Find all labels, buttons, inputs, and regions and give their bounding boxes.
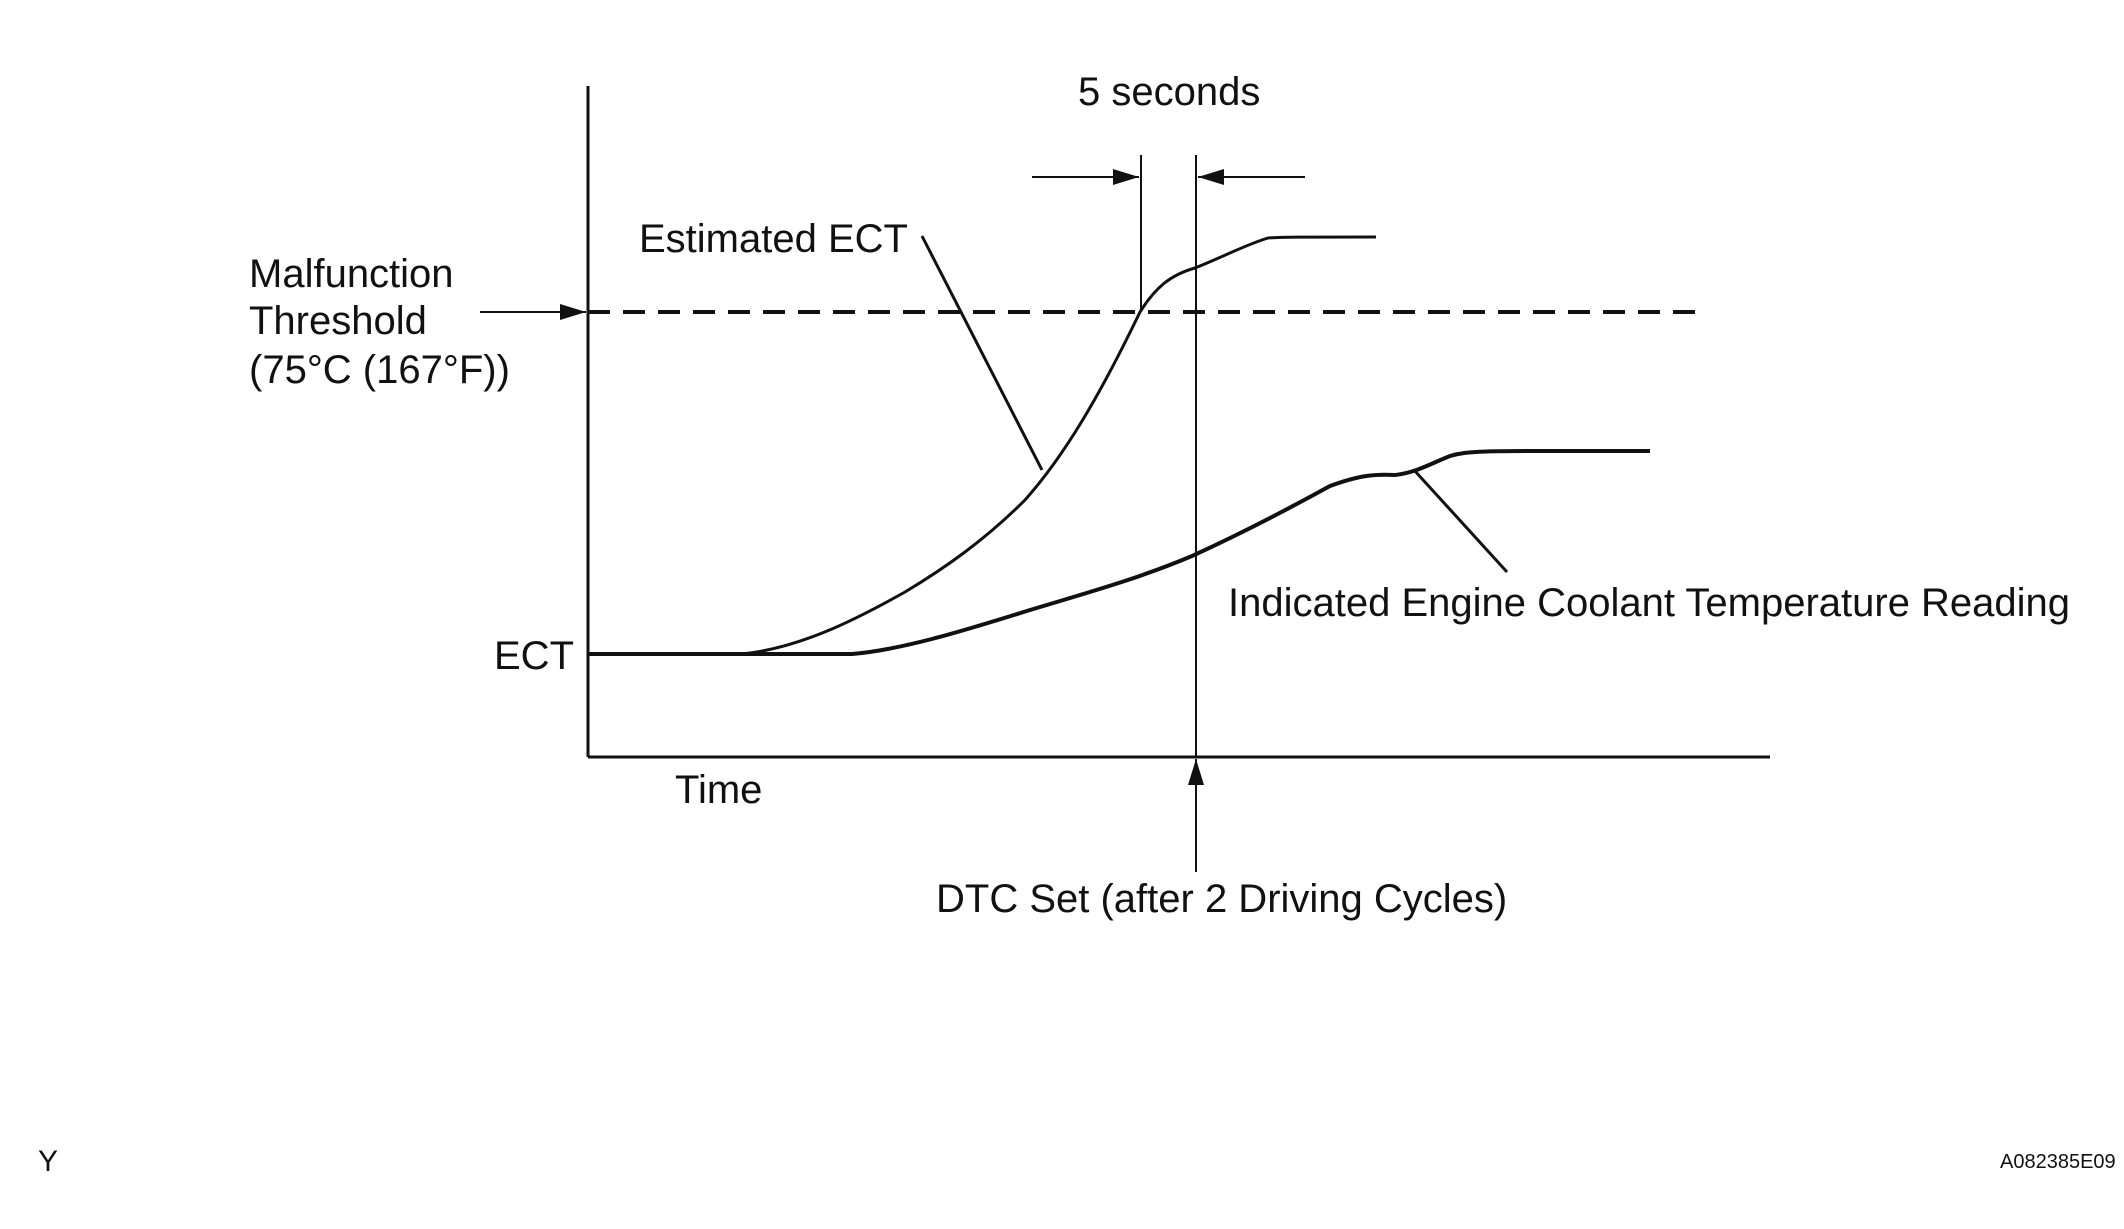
indicated-ect-curve: [588, 448, 1651, 656]
threshold-label-line3: (75°C (167°F)): [249, 348, 510, 392]
time-axis-label: Time: [675, 768, 762, 812]
threshold-label-line2: Threshold: [249, 299, 427, 343]
figure-code: A082385E09: [2000, 1151, 2116, 1173]
dtc-set-label: DTC Set (after 2 Driving Cycles): [936, 877, 1507, 921]
estimated-ect-leader: [920, 235, 1044, 471]
corner-letter: Y: [38, 1145, 58, 1178]
estimated-ect-label: Estimated ECT: [639, 217, 908, 261]
estimated-ect-curve: [588, 235, 1377, 656]
indicated-reading-label: Indicated Engine Coolant Temperature Rea…: [1228, 581, 2070, 625]
five-seconds-label: 5 seconds: [1078, 70, 1260, 114]
threshold-label-line1: Malfunction: [249, 252, 454, 296]
ect-axis-label: ECT: [494, 634, 574, 678]
indicated-reading-leader: [1412, 468, 1509, 574]
